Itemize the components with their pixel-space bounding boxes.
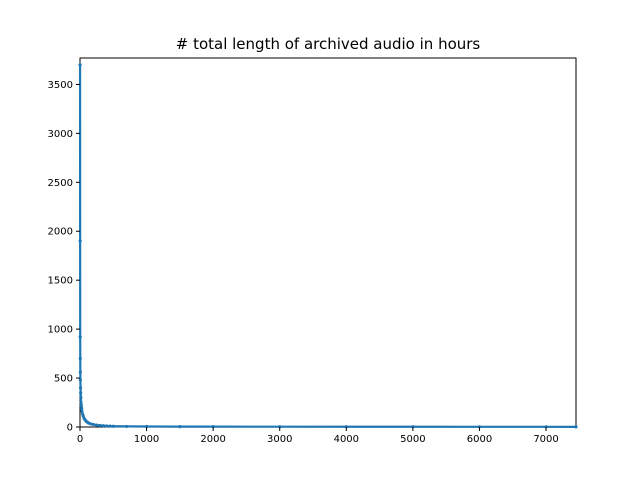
data-point	[101, 424, 105, 428]
y-tick-label: 0	[67, 423, 73, 434]
data-point	[79, 403, 83, 408]
data-point	[544, 425, 548, 429]
data-point	[111, 424, 115, 428]
y-tick-label: 3500	[48, 80, 73, 91]
data-point	[211, 425, 215, 429]
data-point	[344, 425, 348, 429]
x-axis: 0 1000 2000 3000 4000 5000 6000 7000	[77, 427, 559, 445]
data-point	[80, 406, 84, 411]
plot-area	[79, 57, 577, 428]
data-point	[89, 422, 93, 426]
y-tick-label: 2000	[48, 227, 73, 238]
data-point	[95, 423, 99, 427]
y-tick-label: 500	[54, 374, 73, 385]
data-point	[79, 400, 83, 405]
data-point	[78, 63, 82, 67]
data-point	[78, 386, 83, 390]
x-tick-label: 2000	[200, 434, 225, 445]
data-point	[477, 425, 482, 429]
y-tick-label: 1000	[48, 325, 73, 336]
chart-title: # total length of archived audio in hour…	[176, 35, 481, 53]
y-axis: 0 500 1000 1500 2000 2500 3000 3500	[48, 80, 80, 434]
x-tick-label: 6000	[467, 434, 492, 445]
y-tick-label: 3000	[48, 129, 73, 140]
y-tick-label: 2500	[48, 178, 73, 189]
data-point	[411, 425, 415, 429]
data-point	[108, 424, 112, 428]
data-point	[79, 391, 83, 395]
data-point	[78, 378, 82, 382]
x-tick-label: 7000	[533, 434, 558, 445]
x-tick-label: 1000	[134, 434, 159, 445]
series-line	[78, 64, 577, 428]
data-point	[80, 409, 84, 413]
data-point	[78, 370, 82, 374]
x-tick-label: 0	[77, 434, 83, 445]
data-point	[105, 424, 109, 428]
x-tick-label: 5000	[400, 434, 425, 445]
data-point	[278, 425, 282, 429]
plot-frame	[79, 57, 577, 428]
data-point	[98, 423, 102, 428]
data-point	[574, 425, 578, 429]
data-point	[79, 396, 83, 400]
data-point	[144, 424, 149, 429]
data-point	[125, 424, 129, 429]
data-point	[78, 239, 82, 243]
series-layer	[78, 63, 578, 429]
data-point	[78, 356, 82, 361]
x-tick-label: 3000	[267, 434, 292, 445]
data-point	[78, 335, 82, 339]
data-point	[91, 422, 95, 427]
y-tick-label: 1500	[48, 276, 73, 287]
x-tick-label: 4000	[334, 434, 359, 445]
data-point	[178, 425, 182, 429]
